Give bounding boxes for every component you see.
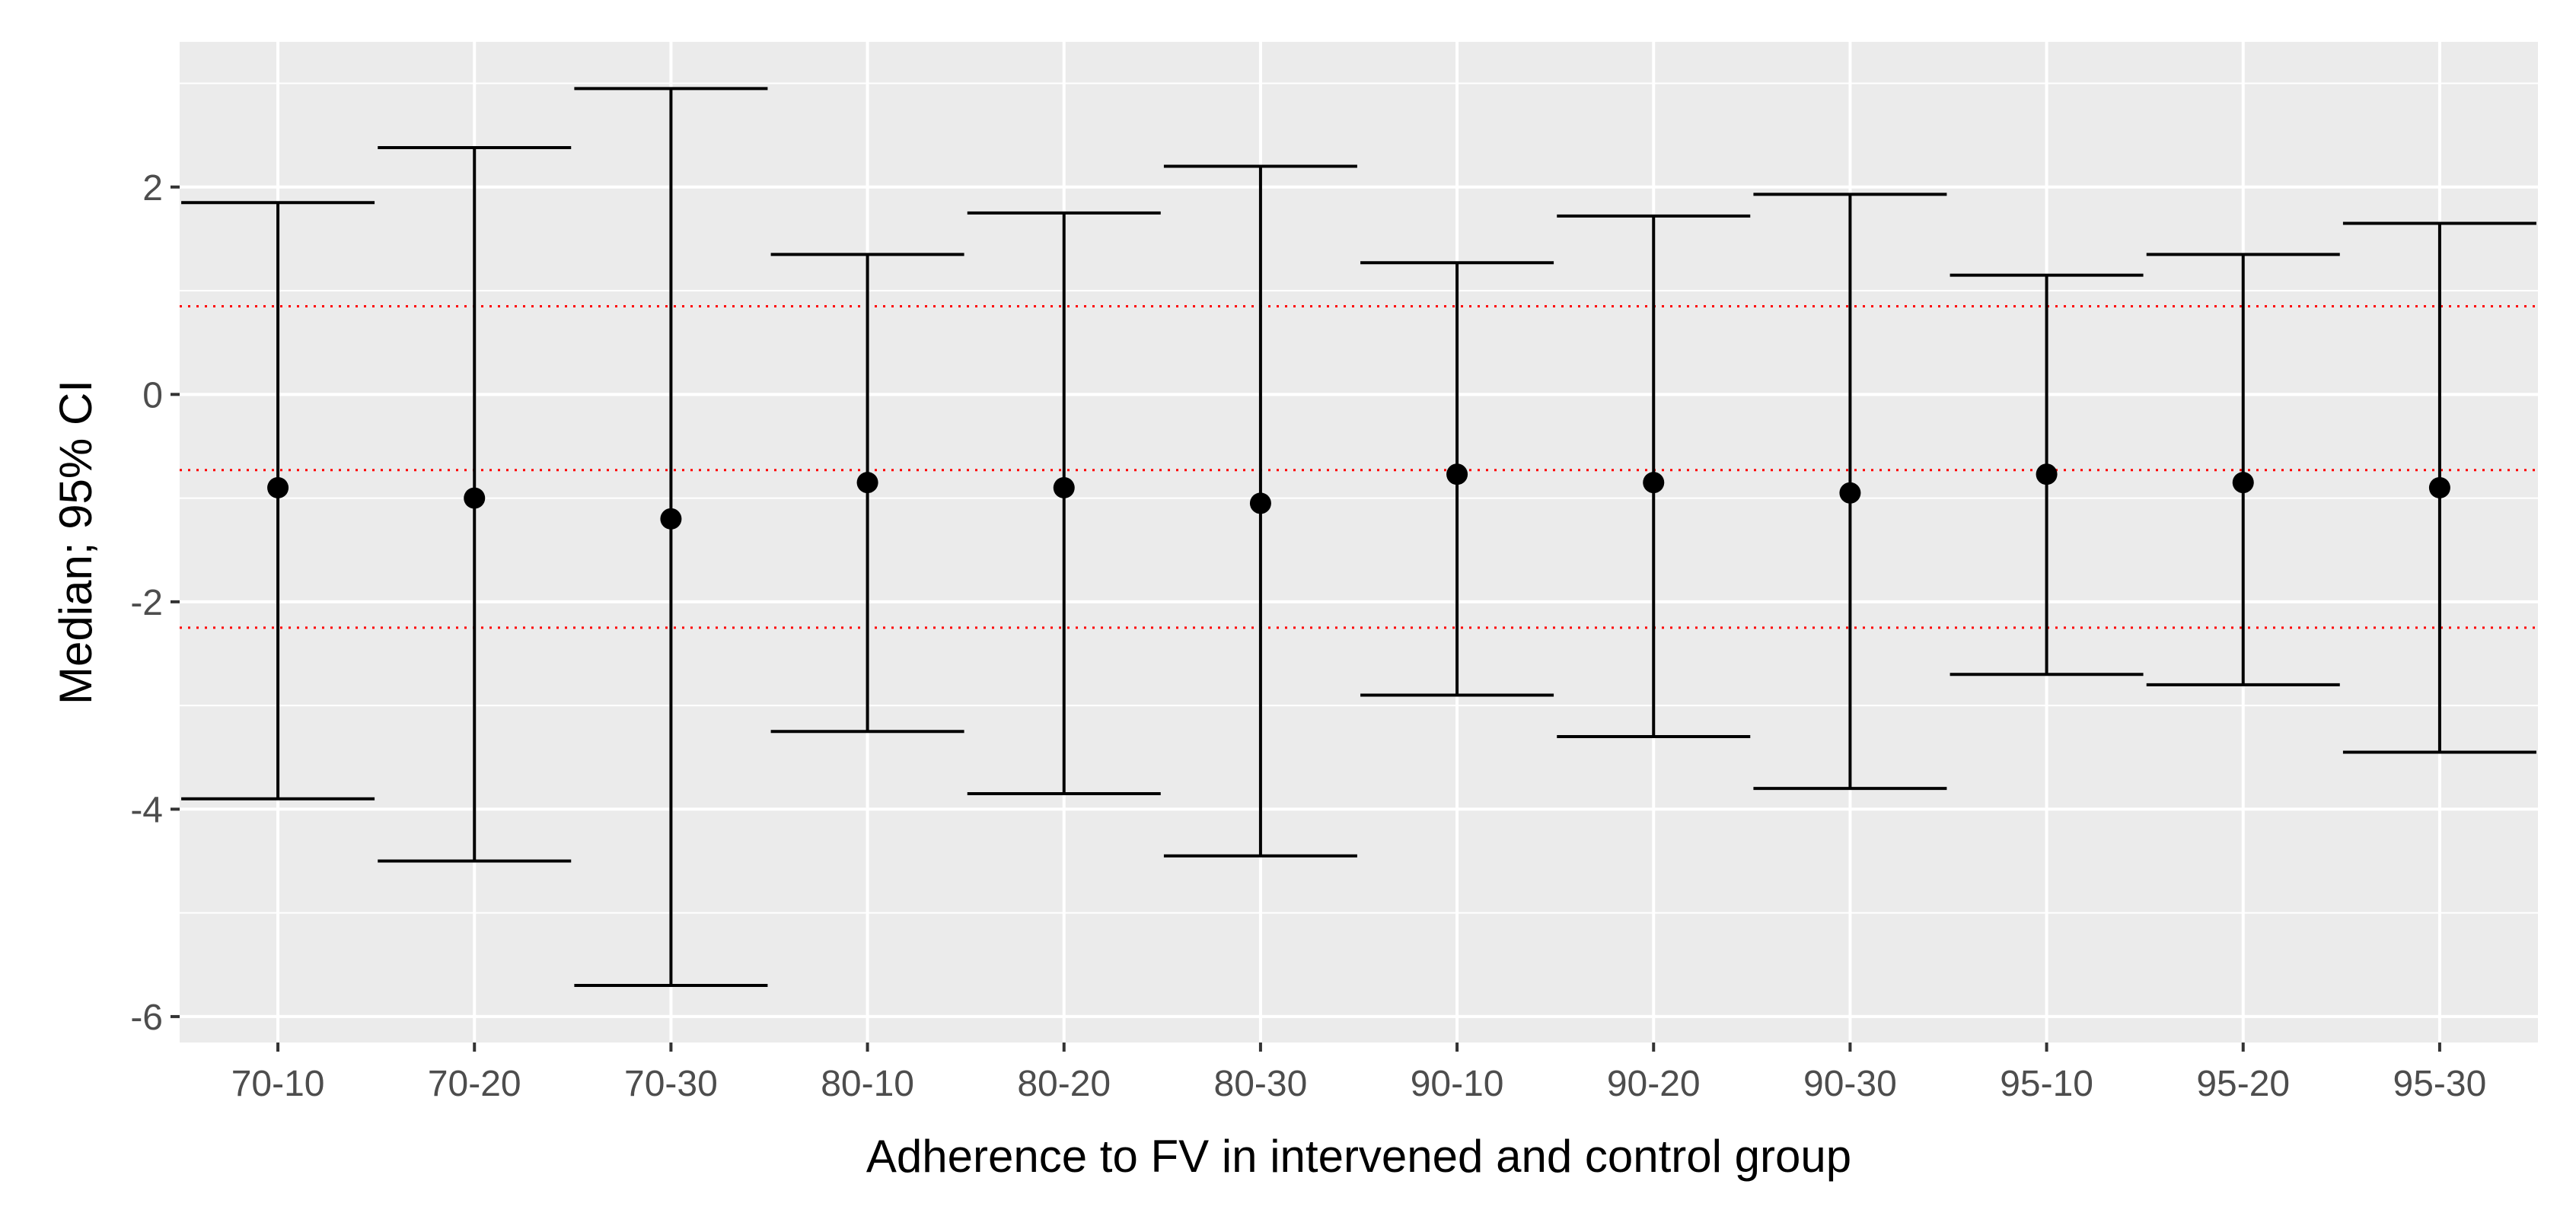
x-axis-title: Adherence to FV in intervened and contro… <box>866 1131 1851 1182</box>
x-tick-label: 80-20 <box>1017 1064 1111 1104</box>
x-tick-label: 80-10 <box>821 1064 914 1104</box>
median-point-70-10 <box>267 476 289 498</box>
median-point-95-30 <box>2428 476 2450 498</box>
y-tick-label: 2 <box>142 168 163 209</box>
median-point-70-30 <box>660 508 682 530</box>
y-tick-label: 0 <box>142 375 163 415</box>
x-tick-label: 90-10 <box>1411 1064 1504 1104</box>
plot-panel <box>180 42 2538 1043</box>
median-point-90-30 <box>1839 482 1861 504</box>
median-point-80-30 <box>1249 492 1271 514</box>
median-point-95-20 <box>2232 472 2254 494</box>
y-tick-label: -2 <box>130 583 163 623</box>
x-tick-label: 70-30 <box>624 1064 718 1104</box>
x-tick-label: 90-30 <box>1803 1064 1897 1104</box>
y-axis-title: Median; 95% CI <box>50 380 101 705</box>
median-point-90-10 <box>1446 463 1468 485</box>
x-tick-label: 70-20 <box>428 1064 521 1104</box>
x-tick-label: 90-20 <box>1607 1064 1701 1104</box>
x-tick-label: 95-30 <box>2393 1064 2487 1104</box>
x-tick-label: 80-30 <box>1214 1064 1308 1104</box>
median-point-90-20 <box>1643 472 1665 494</box>
x-tick-label: 70-10 <box>231 1064 325 1104</box>
median-point-70-20 <box>464 487 486 509</box>
median-point-80-20 <box>1053 476 1075 498</box>
y-tick-label: -6 <box>130 998 163 1038</box>
x-tick-label: 95-20 <box>2196 1064 2290 1104</box>
y-tick-label: -4 <box>130 790 163 830</box>
median-point-95-10 <box>2036 463 2058 485</box>
x-tick-label: 95-10 <box>2000 1064 2093 1104</box>
median-point-80-10 <box>856 472 878 494</box>
